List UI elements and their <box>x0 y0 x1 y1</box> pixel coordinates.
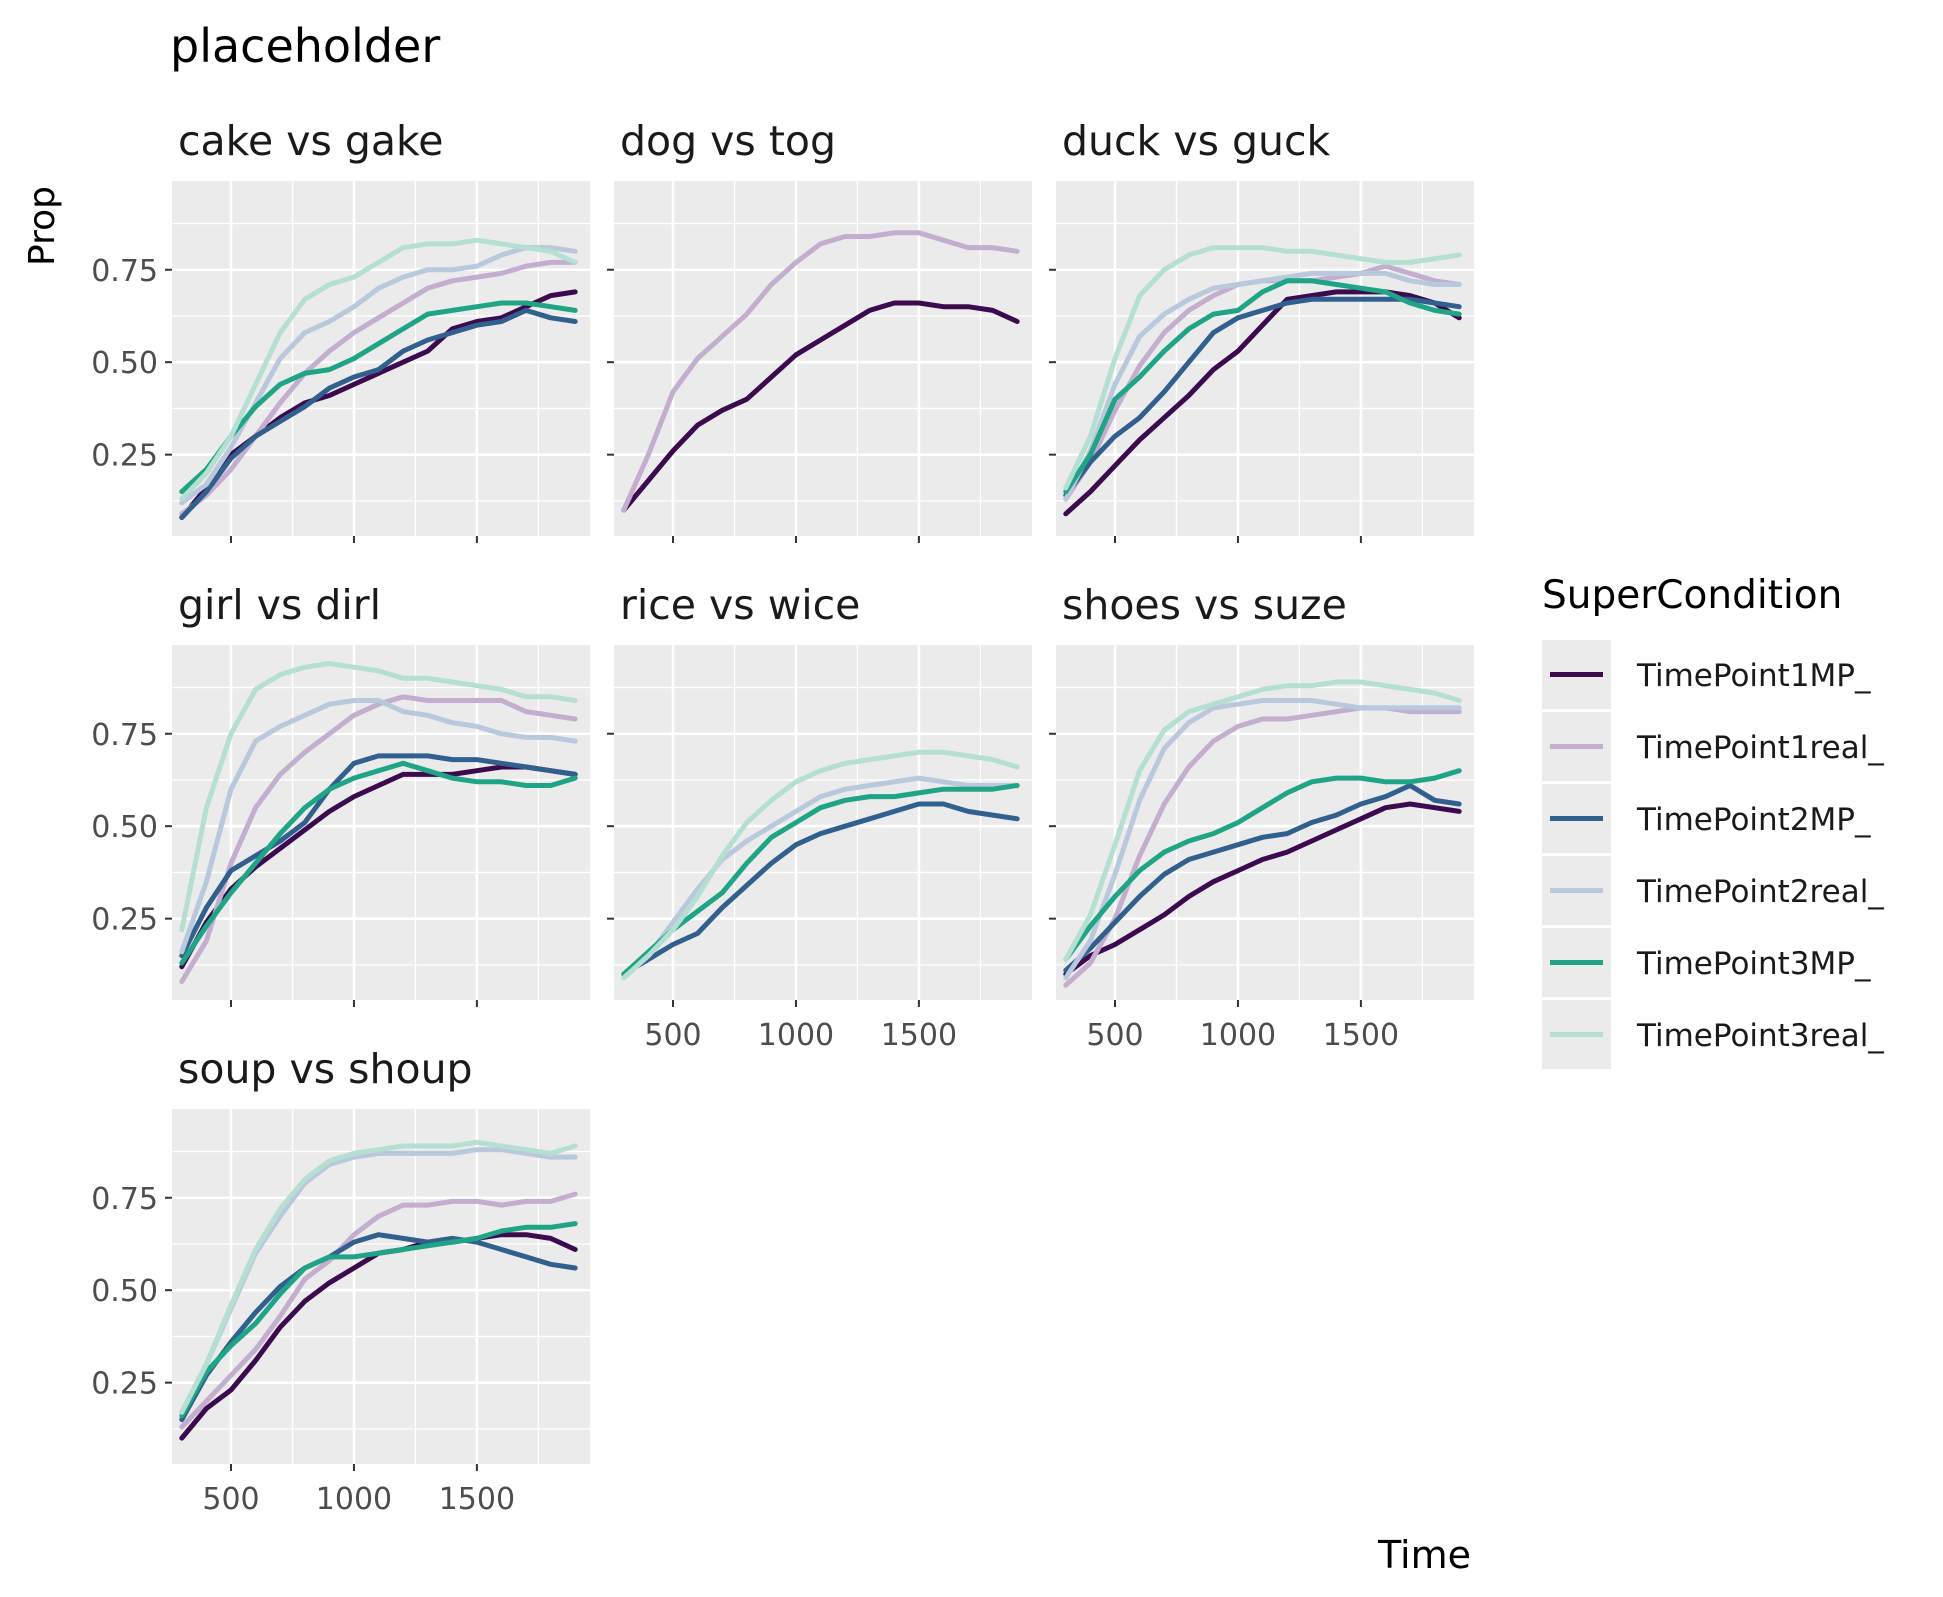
series-line-timepoint3real <box>179 1139 578 1415</box>
x-tick-label: 1000 <box>316 1482 392 1517</box>
y-tick-label: 0.25 <box>91 439 158 474</box>
series-line-timepoint3real <box>1063 245 1462 491</box>
panel-2: duck vs guck <box>1049 117 1474 543</box>
series-line-timepoint1real <box>621 230 1020 513</box>
legend-item: TimePoint1MP_ <box>1542 640 1871 709</box>
series-line-timepoint1mp <box>1063 801 1462 977</box>
panel-title: cake vs gake <box>178 117 444 165</box>
series-line-timepoint3real <box>179 237 578 502</box>
x-tick-label: 1500 <box>1323 1018 1399 1053</box>
y-tick-label: 0.50 <box>91 810 158 845</box>
legend-label: TimePoint1real_ <box>1636 730 1884 766</box>
series-line-timepoint2mp <box>179 307 578 520</box>
x-tick-label: 500 <box>202 1482 259 1517</box>
panel-3: girl vs dirl 0.25 0.50 0.75 <box>91 581 590 1007</box>
panel-4: rice vs wice 500 1000 1500 <box>607 581 1032 1053</box>
panel-6: soup vs shoup 0.25 0.50 0.75 500 1000 1500 <box>91 1045 590 1517</box>
legend-label: TimePoint2real_ <box>1636 874 1884 910</box>
series-line-timepoint1real <box>179 1191 578 1430</box>
series-line-timepoint3real <box>179 661 578 933</box>
series-line-timepoint1real <box>179 259 578 517</box>
legend-item: TimePoint1real_ <box>1542 712 1884 781</box>
series-line-timepoint3mp <box>179 760 578 966</box>
legend-title: SuperCondition <box>1542 573 1842 618</box>
chart-title: placeholder <box>170 19 440 73</box>
y-tick-label: 0.50 <box>91 1274 158 1309</box>
panel-title: girl vs dirl <box>178 581 381 629</box>
panel-0: cake vs gake 0.25 0.50 0.75 <box>91 117 590 543</box>
series-line-timepoint2mp <box>179 1232 578 1423</box>
series-line-timepoint3real <box>621 749 1020 981</box>
x-tick-label: 500 <box>1086 1018 1143 1053</box>
x-tick-label: 1000 <box>1200 1018 1276 1053</box>
series-line-timepoint1mp <box>621 300 1020 513</box>
series-line-timepoint2mp <box>179 753 578 959</box>
x-axis-label: Time <box>1377 1533 1471 1577</box>
y-tick-label: 0.50 <box>91 346 158 381</box>
legend-item: TimePoint2real_ <box>1542 856 1884 925</box>
series-line-timepoint2real <box>1063 698 1462 981</box>
y-tick-label: 0.75 <box>91 718 158 753</box>
panel-5: shoes vs suze 500 1000 1500 <box>1049 581 1474 1053</box>
panel-title: shoes vs suze <box>1062 581 1347 629</box>
legend-label: TimePoint1MP_ <box>1636 658 1871 694</box>
panel-title: soup vs shoup <box>178 1045 473 1093</box>
x-tick-label: 500 <box>644 1018 701 1053</box>
series-line-timepoint3real <box>1063 679 1462 962</box>
y-axis-label: Prop <box>22 186 63 266</box>
series-line-timepoint2mp <box>621 801 1020 977</box>
series-line-timepoint3mp <box>621 783 1020 977</box>
legend-label: TimePoint3real_ <box>1636 1018 1884 1054</box>
legend-label: TimePoint2MP_ <box>1636 802 1871 838</box>
series-line-timepoint2mp <box>1063 296 1462 498</box>
panel-background <box>172 181 590 536</box>
panel-title: dog vs tog <box>620 117 836 165</box>
panel-title: duck vs guck <box>1062 117 1331 165</box>
x-tick-label: 1500 <box>881 1018 957 1053</box>
x-tick-label: 1000 <box>758 1018 834 1053</box>
series-line-timepoint3mp <box>1063 278 1462 495</box>
x-tick-label: 1500 <box>439 1482 515 1517</box>
legend: SuperCondition TimePoint1MP_ TimePoint1rea… <box>1542 573 1884 1069</box>
y-tick-label: 0.25 <box>91 1367 158 1402</box>
series-line-timepoint2real <box>1063 270 1462 502</box>
series-line-timepoint3mp <box>179 300 578 495</box>
legend-item: TimePoint3real_ <box>1542 1000 1884 1069</box>
series-line-timepoint2mp <box>1063 783 1462 973</box>
panel-background <box>614 645 1032 1000</box>
panel-title: rice vs wice <box>620 581 860 629</box>
legend-label: TimePoint3MP_ <box>1636 946 1871 982</box>
y-tick-label: 0.75 <box>91 254 158 289</box>
panel-background <box>614 181 1032 536</box>
y-tick-label: 0.25 <box>91 903 158 938</box>
panel-background <box>172 1109 590 1464</box>
panel-background <box>1056 181 1474 536</box>
series-line-timepoint2real <box>621 775 1020 981</box>
panel-1: dog vs tog <box>607 117 1032 543</box>
legend-item: TimePoint3MP_ <box>1542 928 1871 997</box>
series-line-timepoint3mp <box>1063 768 1462 962</box>
legend-item: TimePoint2MP_ <box>1542 784 1871 853</box>
series-line-timepoint3mp <box>179 1221 578 1419</box>
series-line-timepoint1real <box>179 694 578 984</box>
series-line-timepoint2real <box>179 698 578 955</box>
y-tick-label: 0.75 <box>91 1182 158 1217</box>
